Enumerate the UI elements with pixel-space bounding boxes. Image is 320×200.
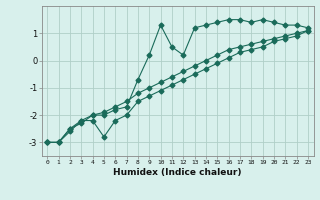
X-axis label: Humidex (Indice chaleur): Humidex (Indice chaleur) <box>113 168 242 177</box>
